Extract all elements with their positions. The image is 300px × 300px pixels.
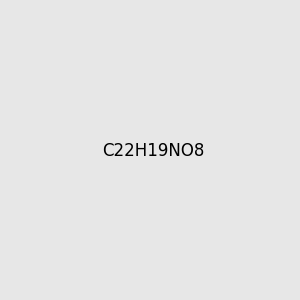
Text: C22H19NO8: C22H19NO8	[103, 142, 205, 160]
